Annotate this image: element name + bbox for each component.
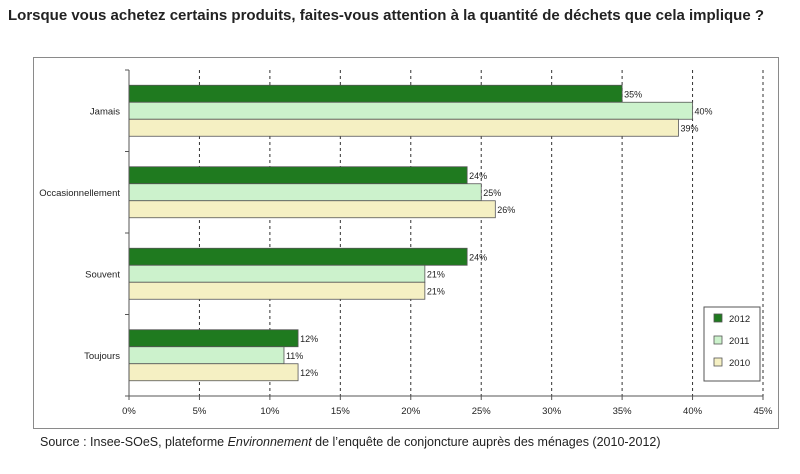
bar xyxy=(128,329,299,348)
bar xyxy=(128,363,299,382)
source-prefix: Source : Insee-SOeS, plateforme xyxy=(40,435,228,449)
labels: 0% 5% 10% 15% 20% 25% 30% 35% 40% 45% Jamais 35% 40%… xyxy=(39,89,773,417)
bar xyxy=(128,200,496,219)
bar xyxy=(128,84,623,103)
bar xyxy=(128,118,679,137)
x-tick-label: 15% xyxy=(331,406,351,417)
x-tick-label: 30% xyxy=(542,406,562,417)
data-label: 39% xyxy=(680,123,698,133)
category-label: Jamais xyxy=(90,106,120,117)
legend-label: 2012 xyxy=(729,314,750,325)
data-label: 12% xyxy=(300,334,318,344)
category-label: Occasionnellement xyxy=(39,188,120,199)
data-label: 40% xyxy=(695,106,713,116)
data-label: 21% xyxy=(427,286,445,296)
legend-swatch xyxy=(713,335,723,345)
legend: 2012 2011 2010 xyxy=(703,306,761,382)
bar xyxy=(128,166,468,185)
x-tick-label: 0% xyxy=(122,406,136,417)
bar xyxy=(128,101,693,120)
bar xyxy=(128,247,468,266)
bar xyxy=(128,183,482,202)
data-label: 11% xyxy=(286,351,303,361)
data-label: 21% xyxy=(427,269,445,279)
bar xyxy=(128,264,426,283)
data-label: 12% xyxy=(300,368,318,378)
legend-label: 2010 xyxy=(729,358,750,369)
chart-title: Lorsque vous achetez certains produits, … xyxy=(8,7,764,24)
x-tick-label: 20% xyxy=(401,406,421,417)
source-suffix: de l’enquête de conjoncture auprès des m… xyxy=(311,435,661,449)
data-label: 25% xyxy=(483,188,501,198)
legend-box xyxy=(703,306,761,382)
x-tick-label: 10% xyxy=(260,406,280,417)
x-tick-label: 5% xyxy=(193,406,207,417)
legend-label: 2011 xyxy=(729,336,749,347)
category-label: Souvent xyxy=(85,269,120,280)
data-label: 26% xyxy=(497,205,515,215)
bar xyxy=(128,281,426,300)
data-label: 24% xyxy=(469,252,487,262)
x-tick-label: 25% xyxy=(472,406,492,417)
legend-swatch xyxy=(713,357,723,367)
x-tick-label: 45% xyxy=(753,406,773,417)
x-tick-label: 35% xyxy=(613,406,633,417)
bar xyxy=(128,346,285,365)
category-label: Toujours xyxy=(84,351,120,362)
source-note: Source : Insee-SOeS, plateforme Environn… xyxy=(40,435,661,449)
legend-swatch xyxy=(713,313,723,323)
x-tick-label: 40% xyxy=(683,406,703,417)
source-italic: Environnement xyxy=(227,435,312,449)
axes xyxy=(125,69,764,400)
data-label: 35% xyxy=(624,89,642,99)
data-label: 24% xyxy=(469,171,487,181)
